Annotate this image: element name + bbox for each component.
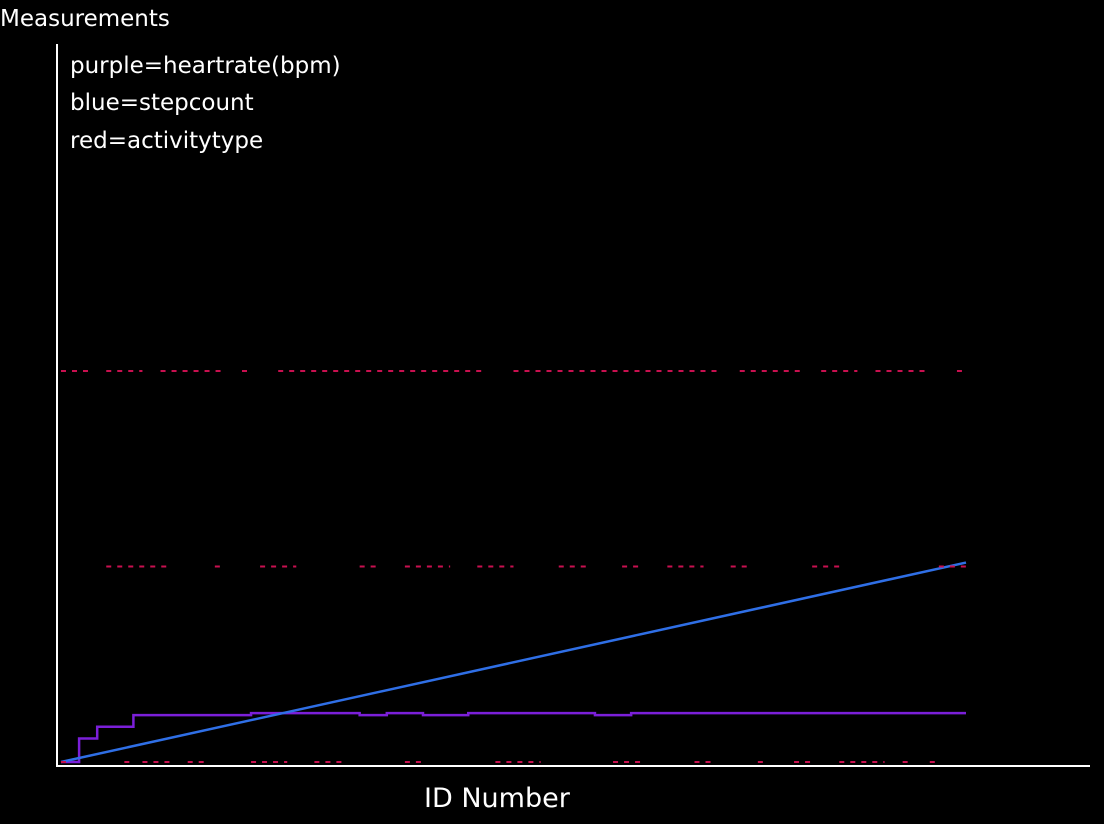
series-heartratebpm: [61, 711, 966, 764]
series-layer: [60, 370, 967, 764]
series-activitytype: [61, 370, 966, 763]
series-stepcount: [60, 561, 967, 764]
series-line: [61, 711, 966, 764]
legend-entry-heartrate: purple=heartrate(bpm): [70, 53, 341, 79]
legend-entry-stepcount: blue=stepcount: [70, 90, 254, 116]
series-line: [60, 561, 967, 764]
y-axis-label: Measurements: [0, 6, 170, 32]
x-axis-label: ID Number: [424, 783, 570, 814]
legend-entry-activitytype: red=activitytype: [70, 128, 264, 154]
